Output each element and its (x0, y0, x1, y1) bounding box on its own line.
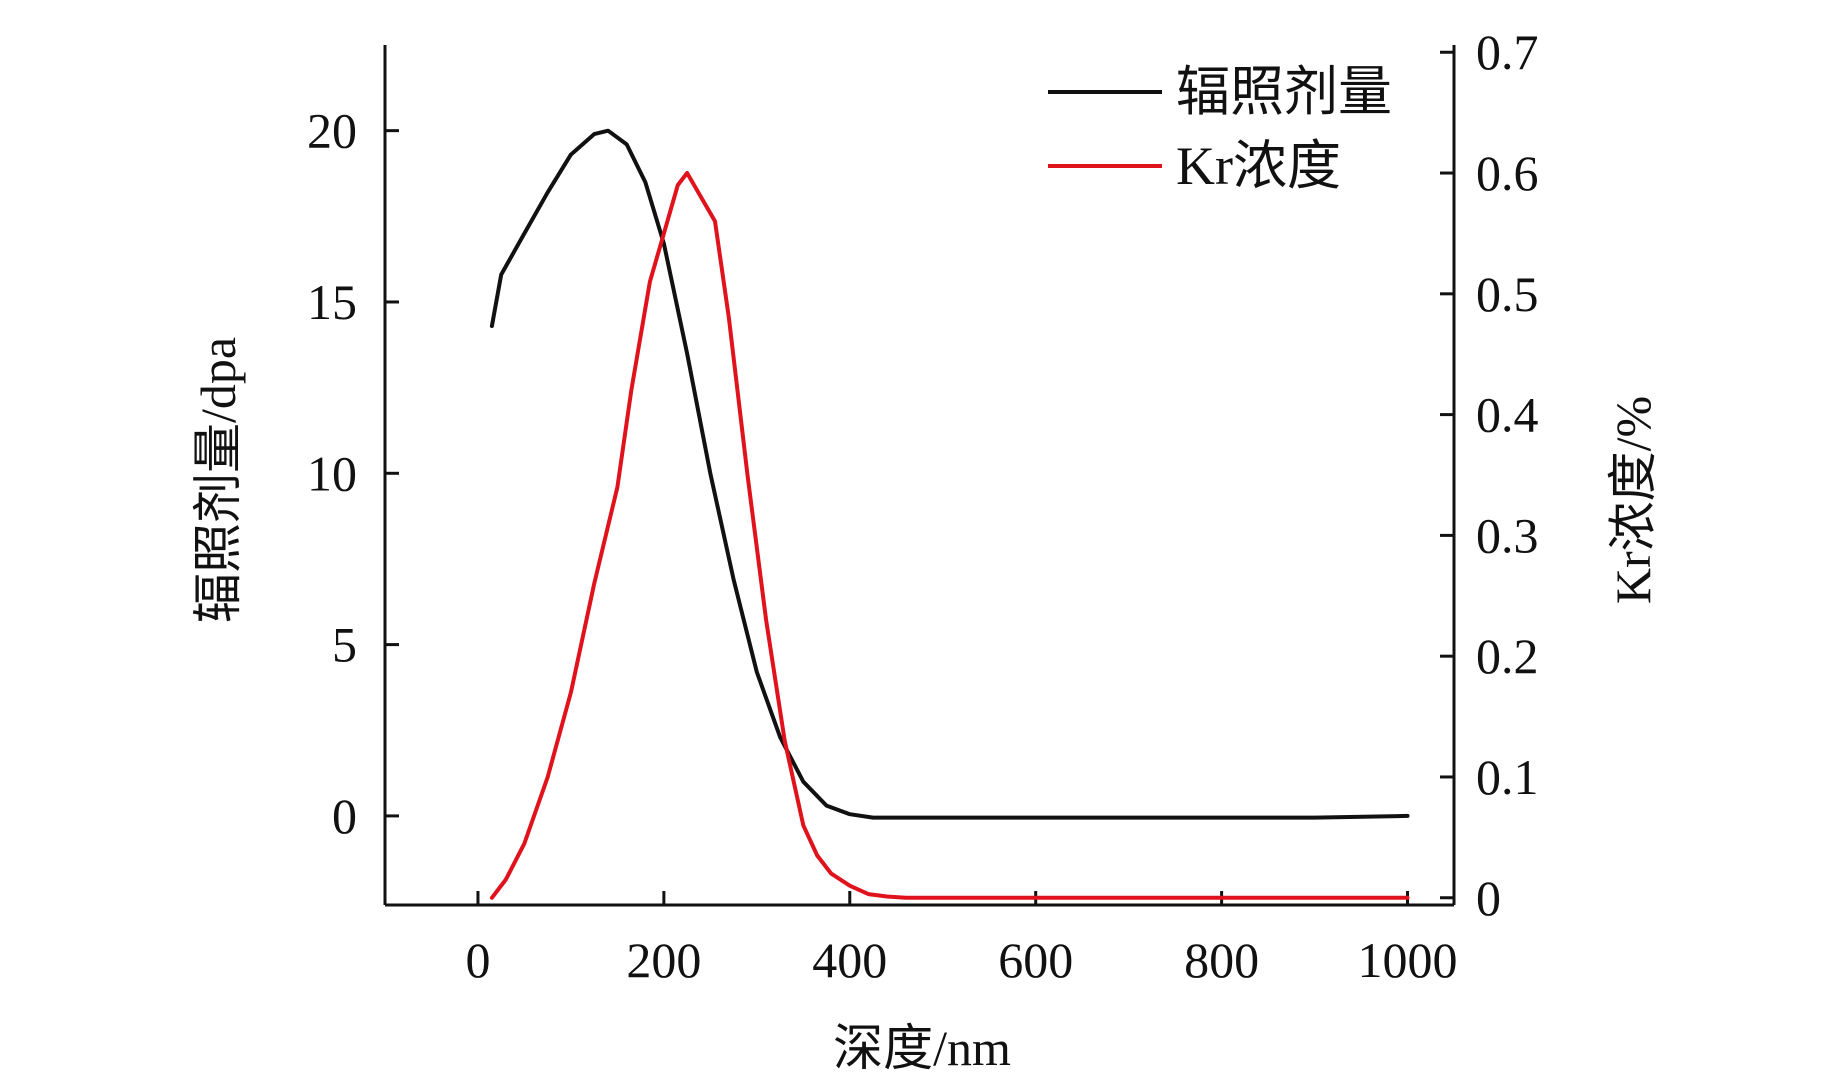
right-tick-label: 0.2 (1476, 628, 1539, 684)
right-tick-label: 0.1 (1476, 749, 1539, 805)
left-axis-title: 辐照剂量/dpa (190, 337, 246, 623)
left-axis-ticks: 0 5 10 15 20 (307, 103, 399, 844)
axes-frame (383, 45, 1456, 907)
right-tick-label: 0.4 (1476, 387, 1539, 443)
x-tick-label: 600 (998, 932, 1073, 988)
legend-label-kr: Kr浓度 (1176, 136, 1341, 196)
left-tick-label: 5 (332, 617, 357, 673)
x-axis-title: 深度/nm (833, 1020, 1011, 1076)
x-tick-label: 1000 (1358, 932, 1458, 988)
dose-series-line (489, 128, 1410, 820)
left-tick-label: 10 (307, 445, 357, 501)
plot-lines (489, 128, 1410, 900)
kr-concentration-series-line (489, 171, 1410, 900)
left-tick-label: 15 (307, 274, 357, 330)
right-axis-ticks: 0 0.1 0.2 0.3 0.4 0.5 0.6 0.7 (1440, 24, 1539, 926)
right-axis-title: Kr浓度/% (1605, 396, 1661, 604)
x-tick-label: 200 (626, 932, 701, 988)
left-tick-label: 0 (332, 788, 357, 844)
x-tick-label: 0 (465, 932, 490, 988)
legend-label-dose: 辐照剂量 (1176, 62, 1392, 122)
x-tick-label: 400 (812, 932, 887, 988)
right-tick-label: 0.6 (1476, 145, 1539, 201)
right-tick-label: 0.3 (1476, 507, 1539, 563)
legend: 辐照剂量 Kr浓度 (1048, 62, 1392, 196)
right-tick-label: 0.5 (1476, 266, 1539, 322)
x-axis-ticks: 0 200 400 600 800 1000 (465, 891, 1458, 988)
left-tick-label: 20 (307, 103, 357, 159)
right-tick-label: 0 (1476, 870, 1501, 926)
right-tick-label: 0.7 (1476, 24, 1539, 80)
x-tick-label: 800 (1184, 932, 1259, 988)
